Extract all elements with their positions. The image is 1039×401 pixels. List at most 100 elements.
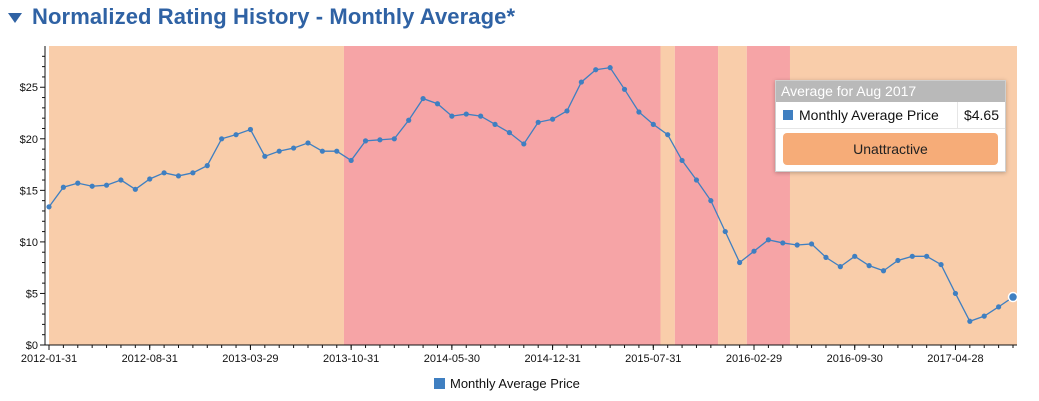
data-point[interactable] <box>895 257 901 264</box>
tooltip-title: Average for Aug 2017 <box>776 81 1005 102</box>
data-point[interactable] <box>60 184 66 190</box>
data-point[interactable] <box>722 228 728 235</box>
data-point[interactable] <box>449 113 455 119</box>
y-tick-label: $25 <box>20 82 38 94</box>
data-point[interactable] <box>852 253 858 259</box>
data-point[interactable] <box>621 86 628 92</box>
data-point[interactable] <box>348 157 354 164</box>
rating-band <box>49 46 344 345</box>
data-point[interactable] <box>132 186 138 192</box>
x-tick-label: 2017-04-28 <box>927 353 983 365</box>
data-point[interactable] <box>406 117 412 123</box>
data-point[interactable] <box>118 177 124 183</box>
data-point[interactable] <box>391 136 397 142</box>
series-swatch-icon <box>783 110 793 120</box>
tooltip-rating-badge: Unattractive <box>783 133 998 165</box>
data-point[interactable] <box>967 318 973 324</box>
data-point[interactable] <box>650 121 656 127</box>
data-point[interactable] <box>362 138 369 144</box>
data-point[interactable] <box>334 148 340 154</box>
x-tick-label: 2013-10-31 <box>323 353 379 365</box>
data-point[interactable] <box>219 136 225 142</box>
chart-title: Normalized Rating History - Monthly Aver… <box>32 4 516 29</box>
data-point[interactable] <box>549 116 556 122</box>
data-point[interactable] <box>909 253 915 259</box>
data-point[interactable] <box>276 148 282 154</box>
data-point[interactable] <box>751 248 757 254</box>
data-point[interactable] <box>377 137 383 143</box>
data-point[interactable] <box>880 268 887 274</box>
legend-label: Monthly Average Price <box>450 376 580 391</box>
data-point[interactable] <box>46 204 52 210</box>
data-point[interactable] <box>103 182 110 188</box>
rating-band <box>343 46 661 345</box>
chart-legend[interactable]: Monthly Average Price <box>434 376 580 391</box>
x-tick-label: 2015-07-31 <box>625 353 681 365</box>
data-point[interactable] <box>837 264 843 270</box>
data-point[interactable] <box>147 176 153 182</box>
data-point[interactable] <box>607 65 613 71</box>
data-point[interactable] <box>521 141 527 147</box>
y-tick-label: $5 <box>26 288 38 300</box>
data-point[interactable] <box>765 237 772 243</box>
y-tick-label: $10 <box>20 237 38 249</box>
data-point[interactable] <box>578 79 584 85</box>
hover-tooltip: Average for Aug 2017 Monthly Average Pri… <box>775 80 1006 172</box>
y-tick-label: $20 <box>20 134 38 146</box>
data-point[interactable] <box>938 261 944 268</box>
data-point[interactable] <box>693 177 700 183</box>
data-point[interactable] <box>75 180 81 186</box>
legend-swatch-icon <box>434 378 445 389</box>
data-point[interactable] <box>161 170 167 176</box>
series-line <box>48 66 1014 323</box>
data-point[interactable] <box>679 157 685 164</box>
tooltip-series-row: Monthly Average Price $4.65 <box>776 102 1005 129</box>
data-point[interactable] <box>866 263 872 269</box>
data-point[interactable] <box>506 130 513 136</box>
x-tick-label: 2016-02-29 <box>726 353 782 365</box>
data-point[interactable] <box>737 259 743 266</box>
data-point[interactable] <box>823 254 829 260</box>
data-point[interactable] <box>434 101 441 107</box>
y-tick-label: $0 <box>26 340 38 352</box>
data-point[interactable] <box>204 163 210 169</box>
data-point[interactable] <box>780 240 786 246</box>
data-point[interactable] <box>492 121 498 127</box>
data-point[interactable] <box>952 290 959 297</box>
tooltip-series-value: $4.65 <box>956 102 1005 128</box>
data-point[interactable] <box>175 173 182 179</box>
data-point[interactable] <box>593 67 599 73</box>
tooltip-series-name: Monthly Average Price <box>799 107 939 123</box>
collapse-triangle-icon[interactable] <box>8 13 22 23</box>
data-point[interactable] <box>636 109 642 115</box>
data-point[interactable] <box>190 170 196 176</box>
rating-band <box>674 46 719 345</box>
data-point[interactable] <box>290 145 297 151</box>
data-point[interactable] <box>708 198 714 204</box>
x-tick-label: 2014-05-30 <box>424 353 480 365</box>
data-point[interactable] <box>665 132 671 138</box>
highlighted-data-point[interactable] <box>1007 291 1019 303</box>
data-point[interactable] <box>89 183 95 189</box>
data-point[interactable] <box>319 148 325 154</box>
data-point[interactable] <box>564 108 570 114</box>
data-point[interactable] <box>463 111 469 117</box>
axes: $0 $5 $10 $15 $20 $25 2012-01-31 2012-08-31 2013… <box>20 46 1017 365</box>
data-point[interactable] <box>535 119 541 125</box>
data-point[interactable] <box>794 242 800 248</box>
data-point[interactable] <box>808 241 815 247</box>
data-point[interactable] <box>233 132 239 138</box>
data-point[interactable] <box>924 253 930 259</box>
data-point[interactable] <box>262 153 268 159</box>
data-point[interactable] <box>996 304 1002 310</box>
rating-band <box>660 46 675 345</box>
price-series <box>46 65 1019 324</box>
data-point[interactable] <box>247 126 254 133</box>
data-point[interactable] <box>981 313 987 319</box>
chart-header[interactable]: Normalized Rating History - Monthly Aver… <box>8 2 515 32</box>
data-point[interactable] <box>420 95 426 102</box>
rating-band <box>718 46 747 345</box>
data-point[interactable] <box>305 140 311 146</box>
data-point[interactable] <box>478 113 484 119</box>
